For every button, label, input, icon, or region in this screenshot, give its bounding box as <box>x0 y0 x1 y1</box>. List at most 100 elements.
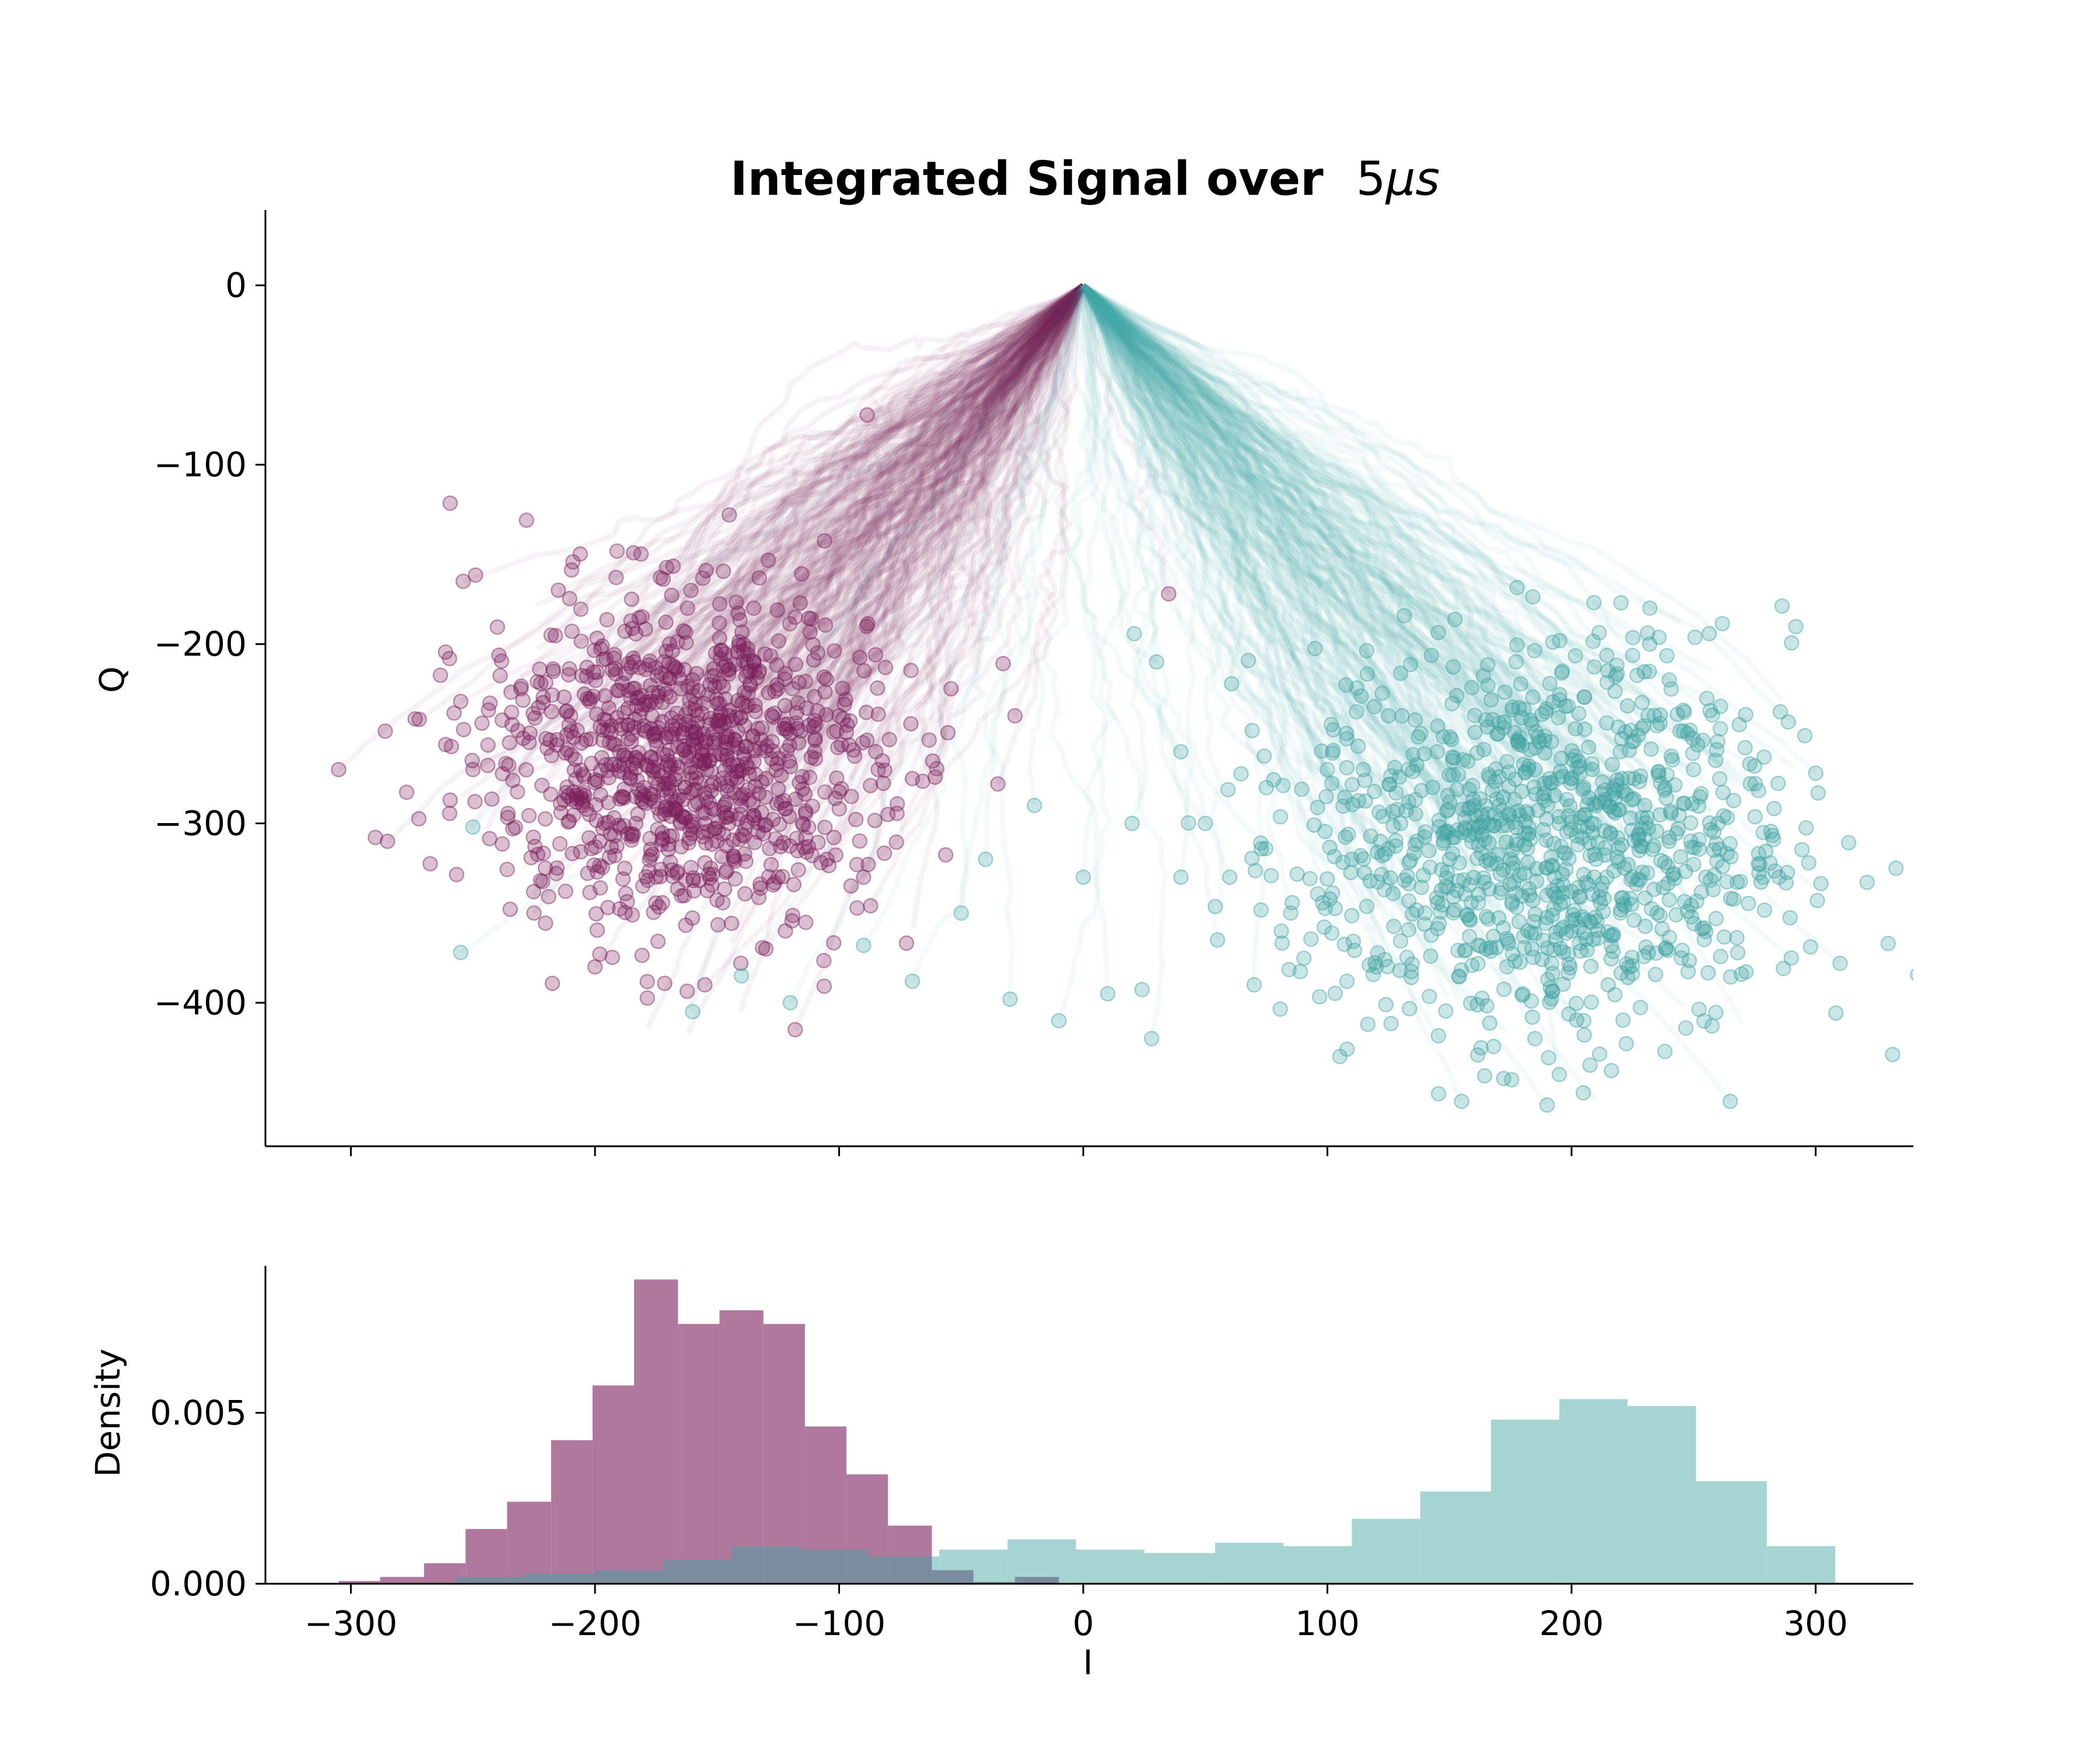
scatter-point <box>747 778 764 794</box>
trajectory-path <box>551 283 1085 688</box>
trajectory-path <box>1081 284 1529 852</box>
scatter-point <box>717 762 733 778</box>
trajectory-path <box>1081 284 1539 878</box>
trajectory-path <box>1081 284 1538 943</box>
scatter-point <box>432 667 449 683</box>
scatter-point <box>474 715 490 731</box>
trajectory-path <box>1081 284 1501 895</box>
trajectory-path <box>794 284 1086 715</box>
scatter-point <box>699 762 715 778</box>
scatter-point <box>684 720 701 736</box>
trajectory-path <box>1081 283 1689 881</box>
scatter-point <box>746 600 762 616</box>
scatter-point <box>519 512 534 528</box>
scatter-point <box>678 635 694 651</box>
scatter-point <box>810 703 825 719</box>
endpoint-layer <box>331 407 1913 1113</box>
trajectory-path <box>659 283 1085 583</box>
trajectory-path <box>702 284 1086 877</box>
scatter-point <box>765 877 781 893</box>
trajectory-path <box>1081 284 1464 1005</box>
trajectory-path <box>690 284 1086 733</box>
trajectory-path <box>752 284 1086 808</box>
scatter-point <box>636 696 652 713</box>
scatter-point <box>746 655 762 671</box>
trajectory-path <box>693 283 1085 651</box>
trajectory-path <box>1082 283 1797 726</box>
trajectory-path <box>549 283 1086 743</box>
trajectory-path <box>748 284 1086 713</box>
scatter-point <box>769 677 785 693</box>
scatter-point <box>1730 944 1746 961</box>
trajectory-path <box>1081 283 1531 734</box>
trajectory-path <box>1080 285 1224 913</box>
trajectory-path <box>598 284 1086 855</box>
trajectory-path <box>1082 283 1713 673</box>
scatter-point <box>757 817 773 834</box>
scatter-point <box>691 683 706 699</box>
scatter-point <box>1798 820 1814 836</box>
scatter-point <box>1324 925 1340 941</box>
trajectory-path <box>1082 283 1785 704</box>
scatter-point <box>1803 939 1819 955</box>
scatter-point <box>1779 864 1796 881</box>
scatter-point <box>624 826 639 842</box>
trajectory-path <box>516 283 1085 733</box>
trajectory-path <box>1081 284 1634 988</box>
scatter-point <box>699 883 715 899</box>
scatter-point <box>761 841 778 856</box>
scatter-point <box>596 712 612 727</box>
histogram-y-tick-label: 0.005 <box>150 1393 247 1433</box>
trajectory-path <box>1081 284 1463 847</box>
scatter-point <box>690 794 706 811</box>
scatter-point <box>705 866 720 883</box>
scatter-point <box>1244 850 1260 866</box>
trajectory-path <box>704 283 1086 701</box>
scatter-point <box>662 636 678 652</box>
scatter-point <box>650 720 667 736</box>
trajectory-path <box>604 283 1085 663</box>
scatter-point <box>664 587 680 603</box>
scatter-point <box>676 887 692 904</box>
histogram-bar <box>1696 1481 1767 1584</box>
scatter-point <box>1100 986 1116 1002</box>
trajectory-path <box>1081 284 1464 834</box>
trajectory-path <box>1081 284 1398 751</box>
scatter-point <box>1302 871 1318 887</box>
scatter-point <box>1173 869 1189 886</box>
trajectory-path <box>995 285 1086 785</box>
trajectory-path <box>1082 283 1681 829</box>
scatter-point <box>738 655 755 671</box>
scatter-point <box>1489 791 1504 807</box>
trajectory-path <box>1082 283 1650 793</box>
trajectory-path <box>1081 283 1534 726</box>
trajectory-path <box>628 284 1086 775</box>
scatter-point <box>1634 695 1650 710</box>
scatter-point <box>1756 902 1773 918</box>
scatter-point <box>1320 762 1335 778</box>
scatter-point <box>604 662 620 678</box>
scatter-point <box>688 770 705 786</box>
scatter-point <box>904 771 921 786</box>
trajectory-path <box>692 283 1085 623</box>
scatter-point <box>802 769 818 785</box>
scatter-point <box>727 656 743 673</box>
scatter-point <box>1546 886 1563 902</box>
trajectory-path <box>612 284 1086 826</box>
scatter-point <box>844 789 859 804</box>
scatter-point <box>614 676 630 691</box>
scatter-point <box>503 704 520 720</box>
trajectory-path <box>821 284 1086 860</box>
scatter-point <box>636 779 652 796</box>
trajectory-path <box>1081 284 1684 960</box>
scatter-point <box>697 816 713 832</box>
trajectory-path <box>624 284 1086 867</box>
scatter-point <box>569 722 585 738</box>
scatter-point <box>1661 929 1678 946</box>
scatter-point <box>629 690 645 706</box>
scatter-point <box>611 682 627 699</box>
scatter-point <box>1497 684 1513 701</box>
trajectory-path <box>626 284 1086 838</box>
trajectory-path <box>623 284 1086 806</box>
scatter-point <box>673 888 690 904</box>
